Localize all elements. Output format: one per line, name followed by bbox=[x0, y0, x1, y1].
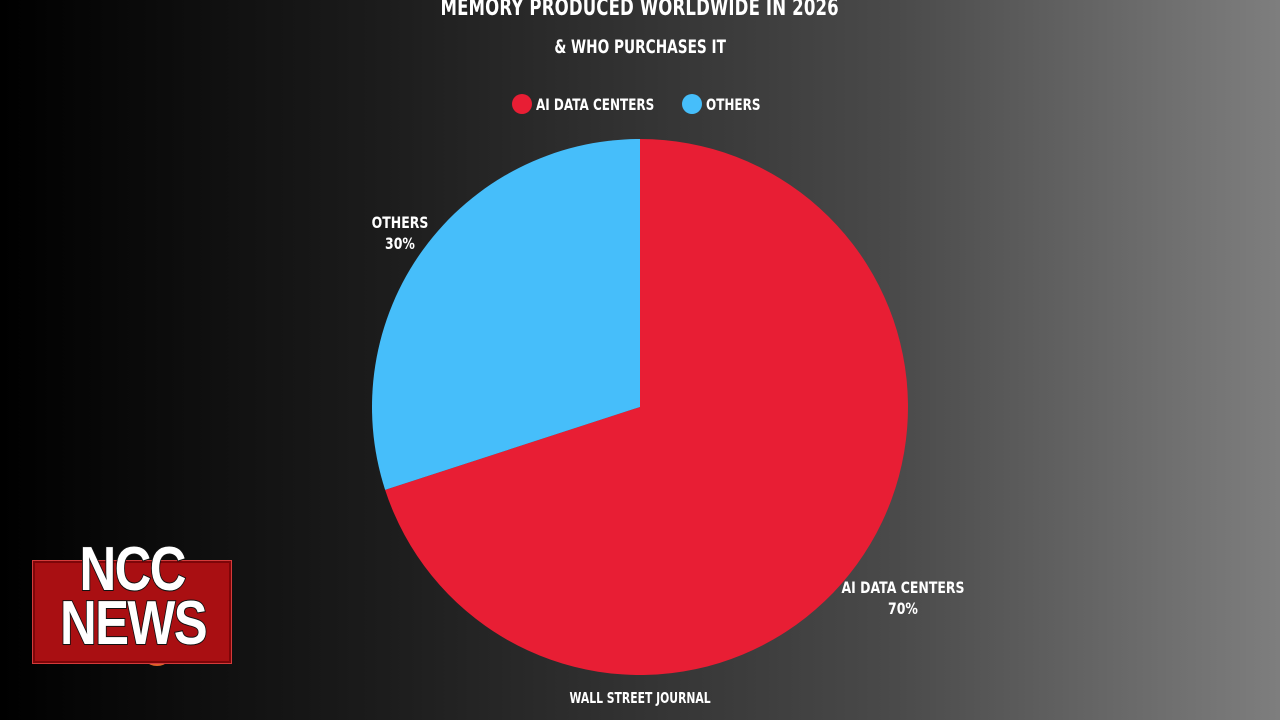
ncc-news-logo: NCC NEWS bbox=[30, 534, 235, 666]
legend-item-ai-data-centers: AI DATA CENTERS bbox=[512, 92, 694, 116]
slice-name-others: OTHERS bbox=[371, 213, 429, 232]
slice-label-others: OTHERS 30% bbox=[340, 212, 460, 254]
slice-label-ai-data-centers: AI DATA CENTERS 70% bbox=[823, 577, 983, 619]
logo-box bbox=[32, 560, 232, 664]
legend-label-ai-data-centers: AI DATA CENTERS bbox=[536, 94, 655, 114]
chart-title: MEMORY PRODUCED WORLDWIDE IN 2026 bbox=[440, 0, 840, 21]
pie-slice-others bbox=[372, 139, 640, 490]
slice-name-ai-data-centers: AI DATA CENTERS bbox=[841, 578, 965, 597]
slice-value-ai-data-centers: 70% bbox=[888, 599, 918, 618]
legend-item-others: OTHERS bbox=[682, 92, 779, 116]
logo-text-news: NEWS bbox=[59, 588, 208, 659]
pie-slice-ai-data-centers bbox=[385, 139, 909, 676]
legend-swatch-others bbox=[682, 94, 702, 114]
logo-text-ncc: NCC bbox=[79, 534, 188, 605]
slice-value-others: 30% bbox=[385, 234, 415, 253]
legend-swatch-ai-data-centers bbox=[512, 94, 532, 114]
chart-source: WALL STREET JOURNAL bbox=[569, 689, 711, 707]
chart-subtitle: & WHO PURCHASES IT bbox=[554, 36, 726, 58]
legend-label-others: OTHERS bbox=[706, 94, 761, 114]
